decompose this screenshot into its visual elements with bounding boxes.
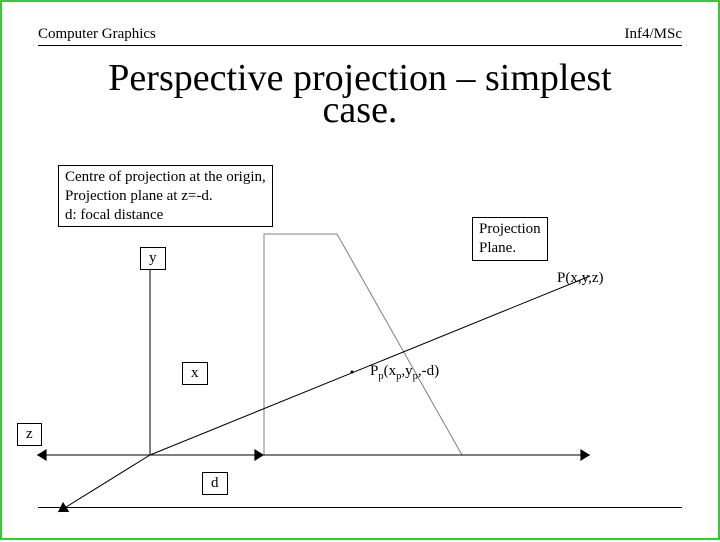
footer-rule	[38, 507, 682, 508]
point-Pp-label: Pp(xp,yp,-d)	[370, 363, 439, 382]
d-label: d	[202, 472, 228, 495]
y-axis-label: y	[140, 247, 166, 270]
desc-line3: d: focal distance	[65, 207, 163, 223]
desc-line2: Projection plane at z=-d.	[65, 188, 213, 204]
point-P-label: P(x,y,z)	[557, 270, 604, 287]
slide-frame: Computer Graphics Inf4/MSc Perspective p…	[0, 0, 720, 540]
x-axis-label: x	[182, 362, 208, 385]
diagram	[2, 2, 720, 542]
z-axis-label: z	[17, 423, 42, 446]
desc-line1: Centre of projection at the origin,	[65, 169, 266, 185]
description-box: Centre of projection at the origin, Proj…	[58, 165, 273, 227]
projection-plane-label: Projection Plane.	[472, 217, 548, 261]
